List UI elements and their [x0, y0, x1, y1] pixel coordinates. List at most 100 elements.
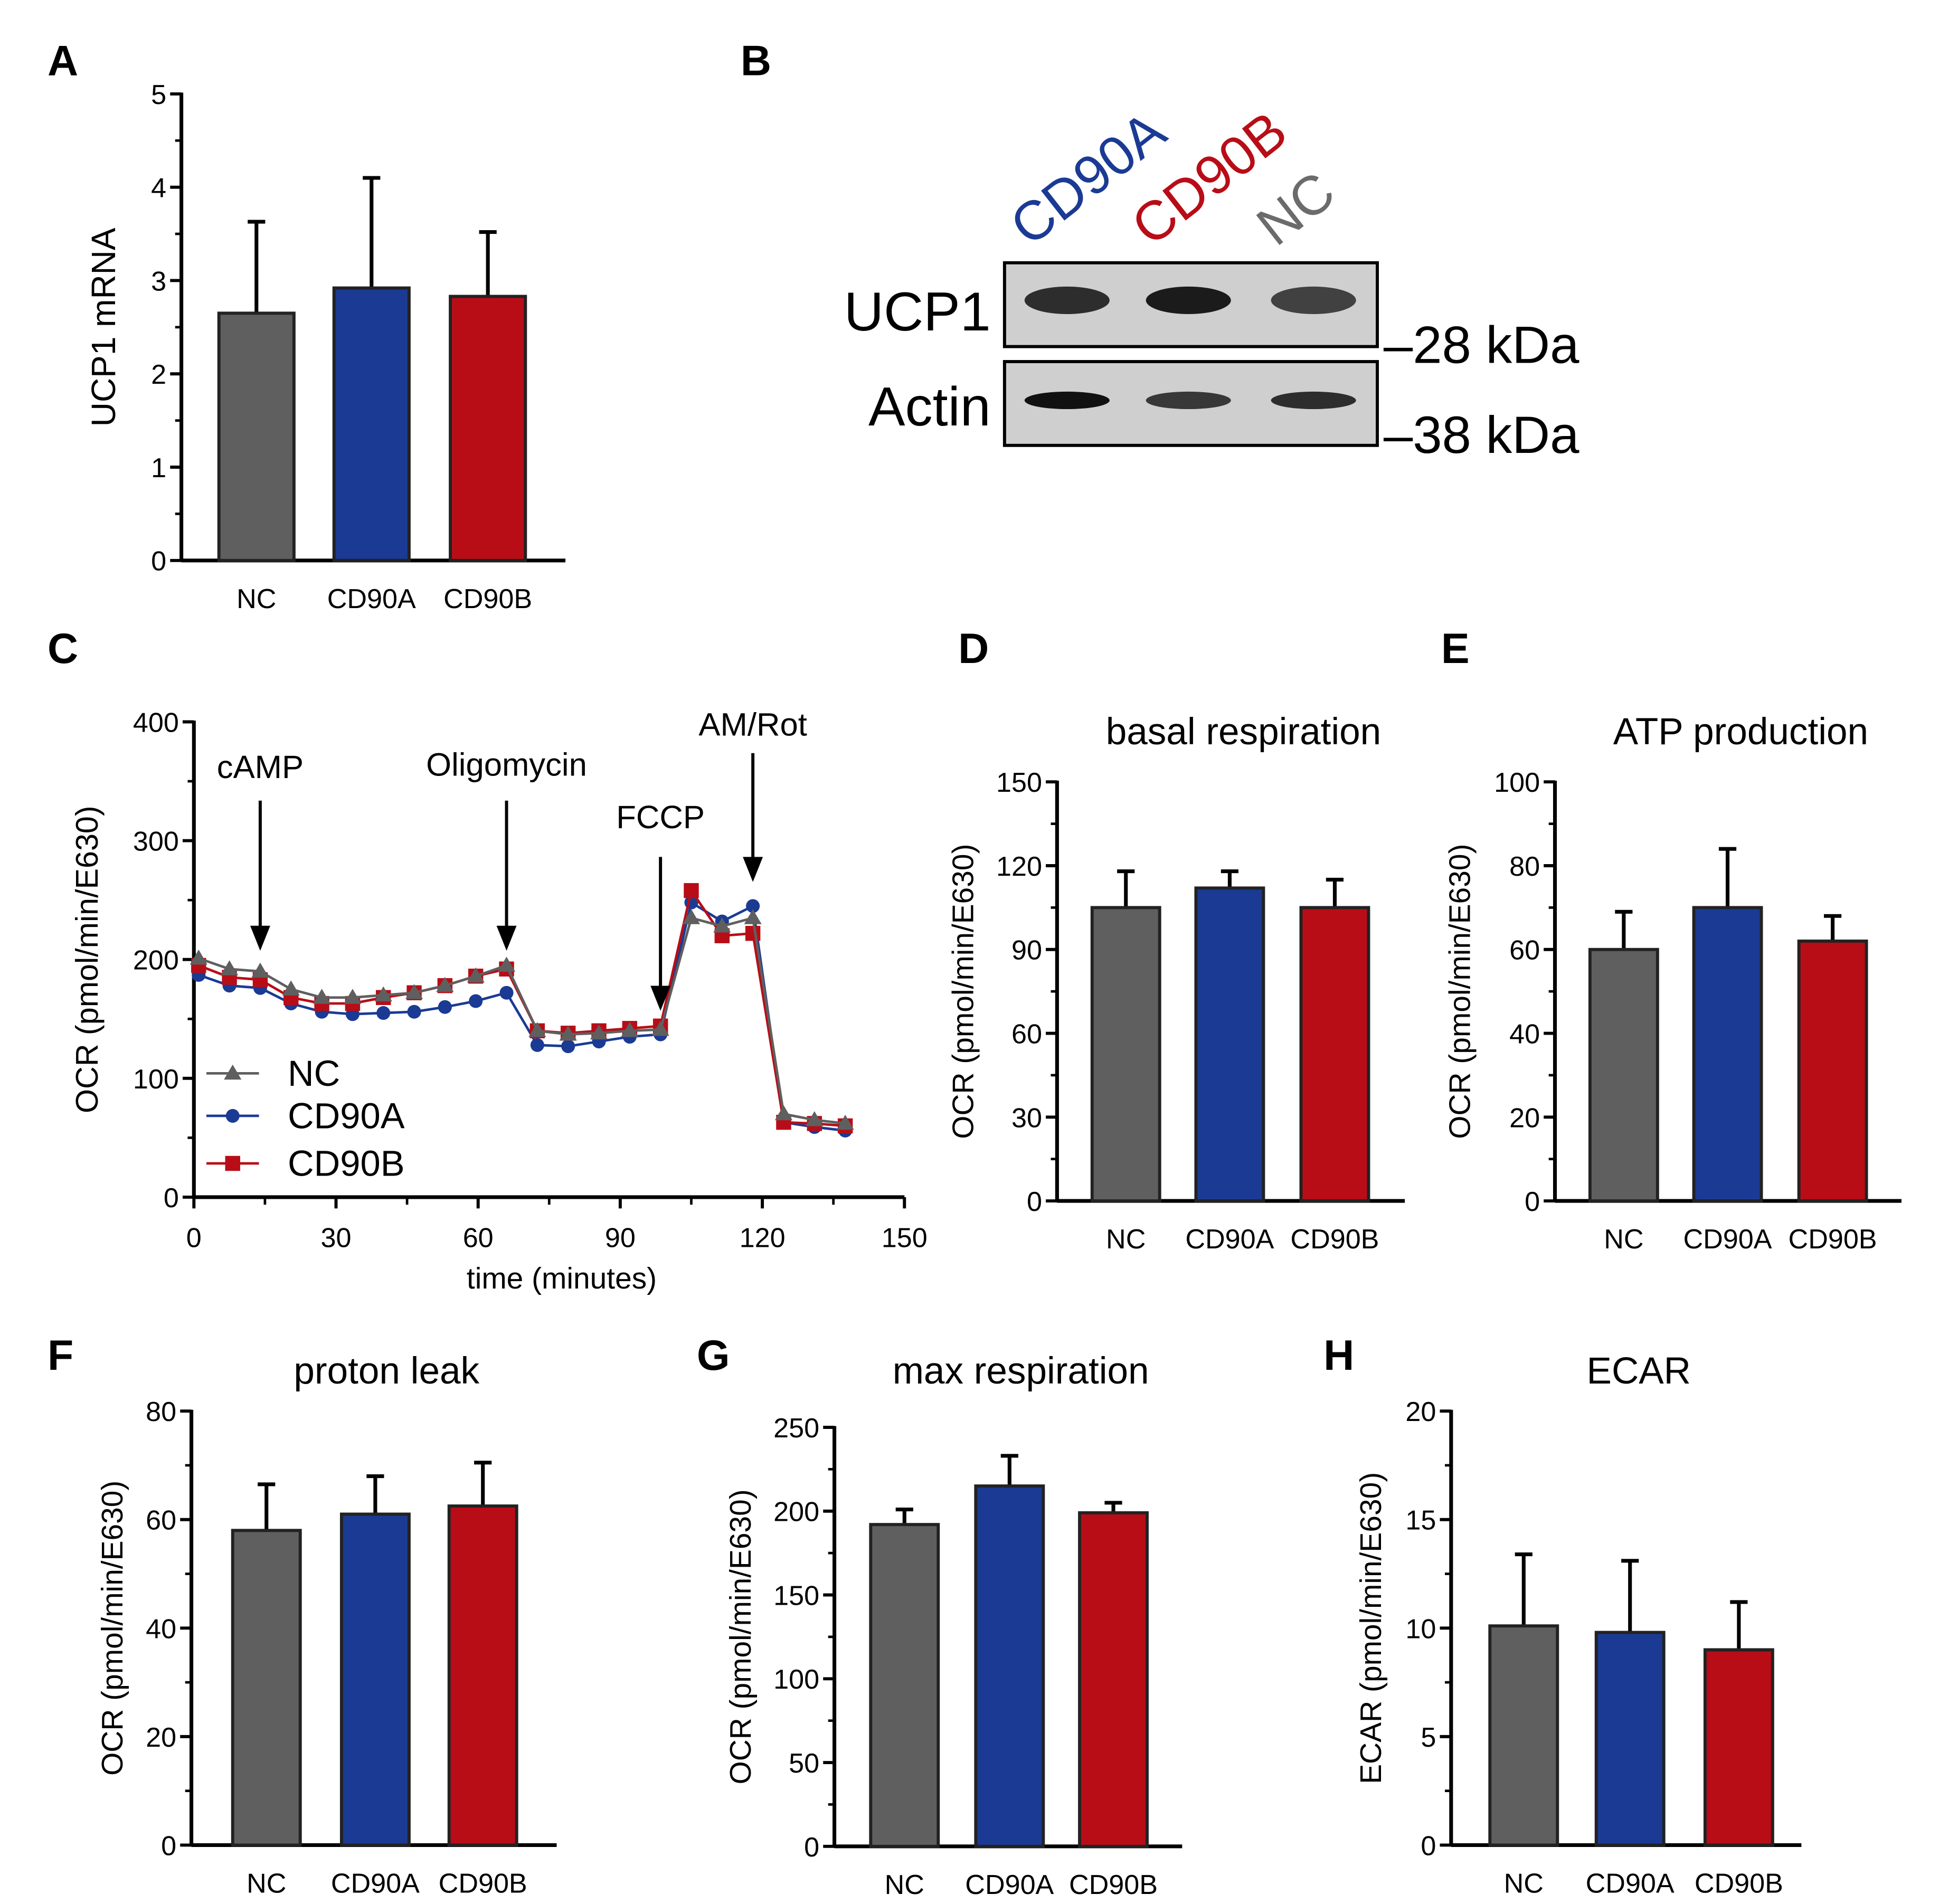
x-tick-label: NC: [885, 1870, 924, 1900]
y-tick-label: 20: [146, 1722, 176, 1753]
y-tick-label: 0: [804, 1832, 819, 1863]
annotation-label: cAMP: [217, 749, 304, 785]
row-label-UCP1: UCP1: [844, 281, 991, 343]
y-tick-label: 40: [146, 1614, 176, 1644]
bar-NC: [869, 1523, 940, 1848]
x-tick-label: CD90B: [1789, 1224, 1877, 1255]
y-tick-label: 80: [1509, 851, 1540, 882]
data-point-CD90A: [499, 986, 514, 1000]
x-tick-label: CD90B: [443, 584, 532, 614]
x-tick-label: 0: [186, 1223, 202, 1254]
y-tick-label: 5: [1421, 1722, 1436, 1753]
data-point-NC: [651, 1020, 669, 1036]
data-point-CD90A: [530, 1038, 544, 1052]
x-tick-label: CD90B: [1290, 1224, 1379, 1255]
y-tick-label: 1: [151, 453, 166, 484]
x-tick-label: NC: [1504, 1868, 1544, 1899]
y-axis-label: OCR (pmol/min/E630): [724, 1489, 758, 1784]
panel-label-D: D: [958, 625, 989, 672]
y-tick-label: 50: [789, 1748, 819, 1779]
y-tick-label: 20: [1509, 1103, 1540, 1133]
data-point-CD90A: [746, 899, 760, 913]
chart-A: 0 1 2 3 4 5 NC CD90A CD90B UCP1 mRNA: [84, 80, 566, 614]
y-tick-label: 300: [133, 827, 179, 857]
x-tick-label: 150: [882, 1223, 928, 1254]
data-point-NC: [313, 989, 331, 1004]
bar-CD90A: [1692, 906, 1763, 1203]
data-point-NC: [436, 977, 454, 992]
bar-CD90B: [1797, 939, 1868, 1203]
legend-label: NC: [288, 1053, 340, 1094]
x-tick-label: CD90B: [1695, 1868, 1783, 1899]
x-tick-label: NC: [247, 1868, 286, 1899]
data-point-NC: [559, 1025, 577, 1041]
mw-marker: –28 kDa: [1384, 316, 1579, 374]
mw-marker: –38 kDa: [1384, 406, 1579, 465]
y-axis-label: OCR (pmol/min/E630): [96, 1481, 129, 1776]
data-point-NC: [221, 960, 239, 975]
bar-CD90B: [1703, 1648, 1774, 1847]
y-tick-label: 100: [1494, 768, 1540, 798]
data-point-CD90A: [376, 1006, 391, 1020]
bar-CD90B: [447, 1504, 518, 1847]
y-tick-label: 90: [1011, 935, 1042, 966]
band-Actin-NC: [1271, 391, 1356, 410]
y-tick-label: 400: [133, 707, 179, 738]
y-axis-label: OCR (pmol/min/E630): [69, 806, 105, 1113]
legend-label: CD90B: [288, 1143, 405, 1184]
chart-title: basal respiration: [1106, 711, 1382, 753]
bar-NC: [1588, 948, 1659, 1203]
data-point-NC: [251, 962, 269, 978]
y-tick-label: 40: [1509, 1019, 1540, 1049]
data-point-CD90A: [469, 994, 483, 1008]
y-tick-label: 30: [1011, 1103, 1042, 1133]
chart-title: proton leak: [294, 1350, 479, 1392]
data-point-NC: [374, 986, 392, 1002]
band-Actin-CD90B: [1146, 391, 1231, 410]
chart-G: 0 50 100 150 200 250 NC CD90A CD90B OCR (pmol/min…: [724, 1350, 1183, 1900]
bar-CD90A: [1594, 1631, 1666, 1847]
panel-label-A: A: [48, 37, 78, 84]
x-tick-label: CD90A: [1586, 1868, 1675, 1899]
y-tick-label: 250: [773, 1413, 819, 1444]
y-tick-label: 120: [996, 851, 1042, 882]
bar-NC: [231, 1529, 302, 1847]
y-tick-label: 5: [151, 80, 166, 110]
legend-marker-CD90B: [225, 1155, 240, 1171]
panel-label-G: G: [697, 1332, 730, 1379]
x-tick-label: CD90A: [327, 584, 416, 614]
data-point-NC: [590, 1024, 608, 1040]
band-UCP1-CD90B: [1146, 286, 1231, 314]
y-tick-label: 0: [151, 546, 166, 577]
data-point-CD90A: [561, 1039, 575, 1054]
data-point-NC: [190, 949, 207, 965]
y-tick-label: 150: [773, 1580, 819, 1611]
bar-CD90B: [1299, 906, 1370, 1203]
panel-label-B: B: [741, 37, 771, 84]
y-axis-label: OCR (pmol/min/E630): [1443, 844, 1477, 1139]
x-tick-label: 120: [740, 1223, 786, 1254]
y-tick-label: 200: [133, 945, 179, 976]
y-tick-label: 80: [146, 1397, 176, 1427]
data-point-CD90B: [745, 925, 761, 941]
series-line-CD90A: [198, 900, 846, 1132]
y-tick-label: 0: [161, 1831, 176, 1861]
data-point-NC: [713, 917, 731, 933]
legend-marker-NC: [224, 1064, 242, 1080]
y-axis-label: UCP1 mRNA: [84, 228, 122, 427]
data-point-NC: [405, 984, 423, 999]
x-tick-label: CD90B: [439, 1868, 527, 1899]
arrow-head-icon: [650, 986, 671, 1011]
bar-CD90A: [332, 286, 411, 562]
data-point-NC: [282, 980, 300, 996]
bar-CD90A: [974, 1484, 1045, 1848]
data-point-NC: [774, 1105, 793, 1121]
chart-H: 0 5 10 15 20 NC CD90A CD90B ECAR (pmol/min/E630)…: [1355, 1350, 1802, 1899]
panel-label-F: F: [48, 1332, 73, 1379]
y-tick-label: 60: [146, 1505, 176, 1536]
y-tick-label: 20: [1405, 1397, 1436, 1427]
y-tick-label: 60: [1011, 1019, 1042, 1049]
x-tick-label: 90: [605, 1223, 636, 1254]
x-tick-label: CD90A: [1683, 1224, 1772, 1255]
